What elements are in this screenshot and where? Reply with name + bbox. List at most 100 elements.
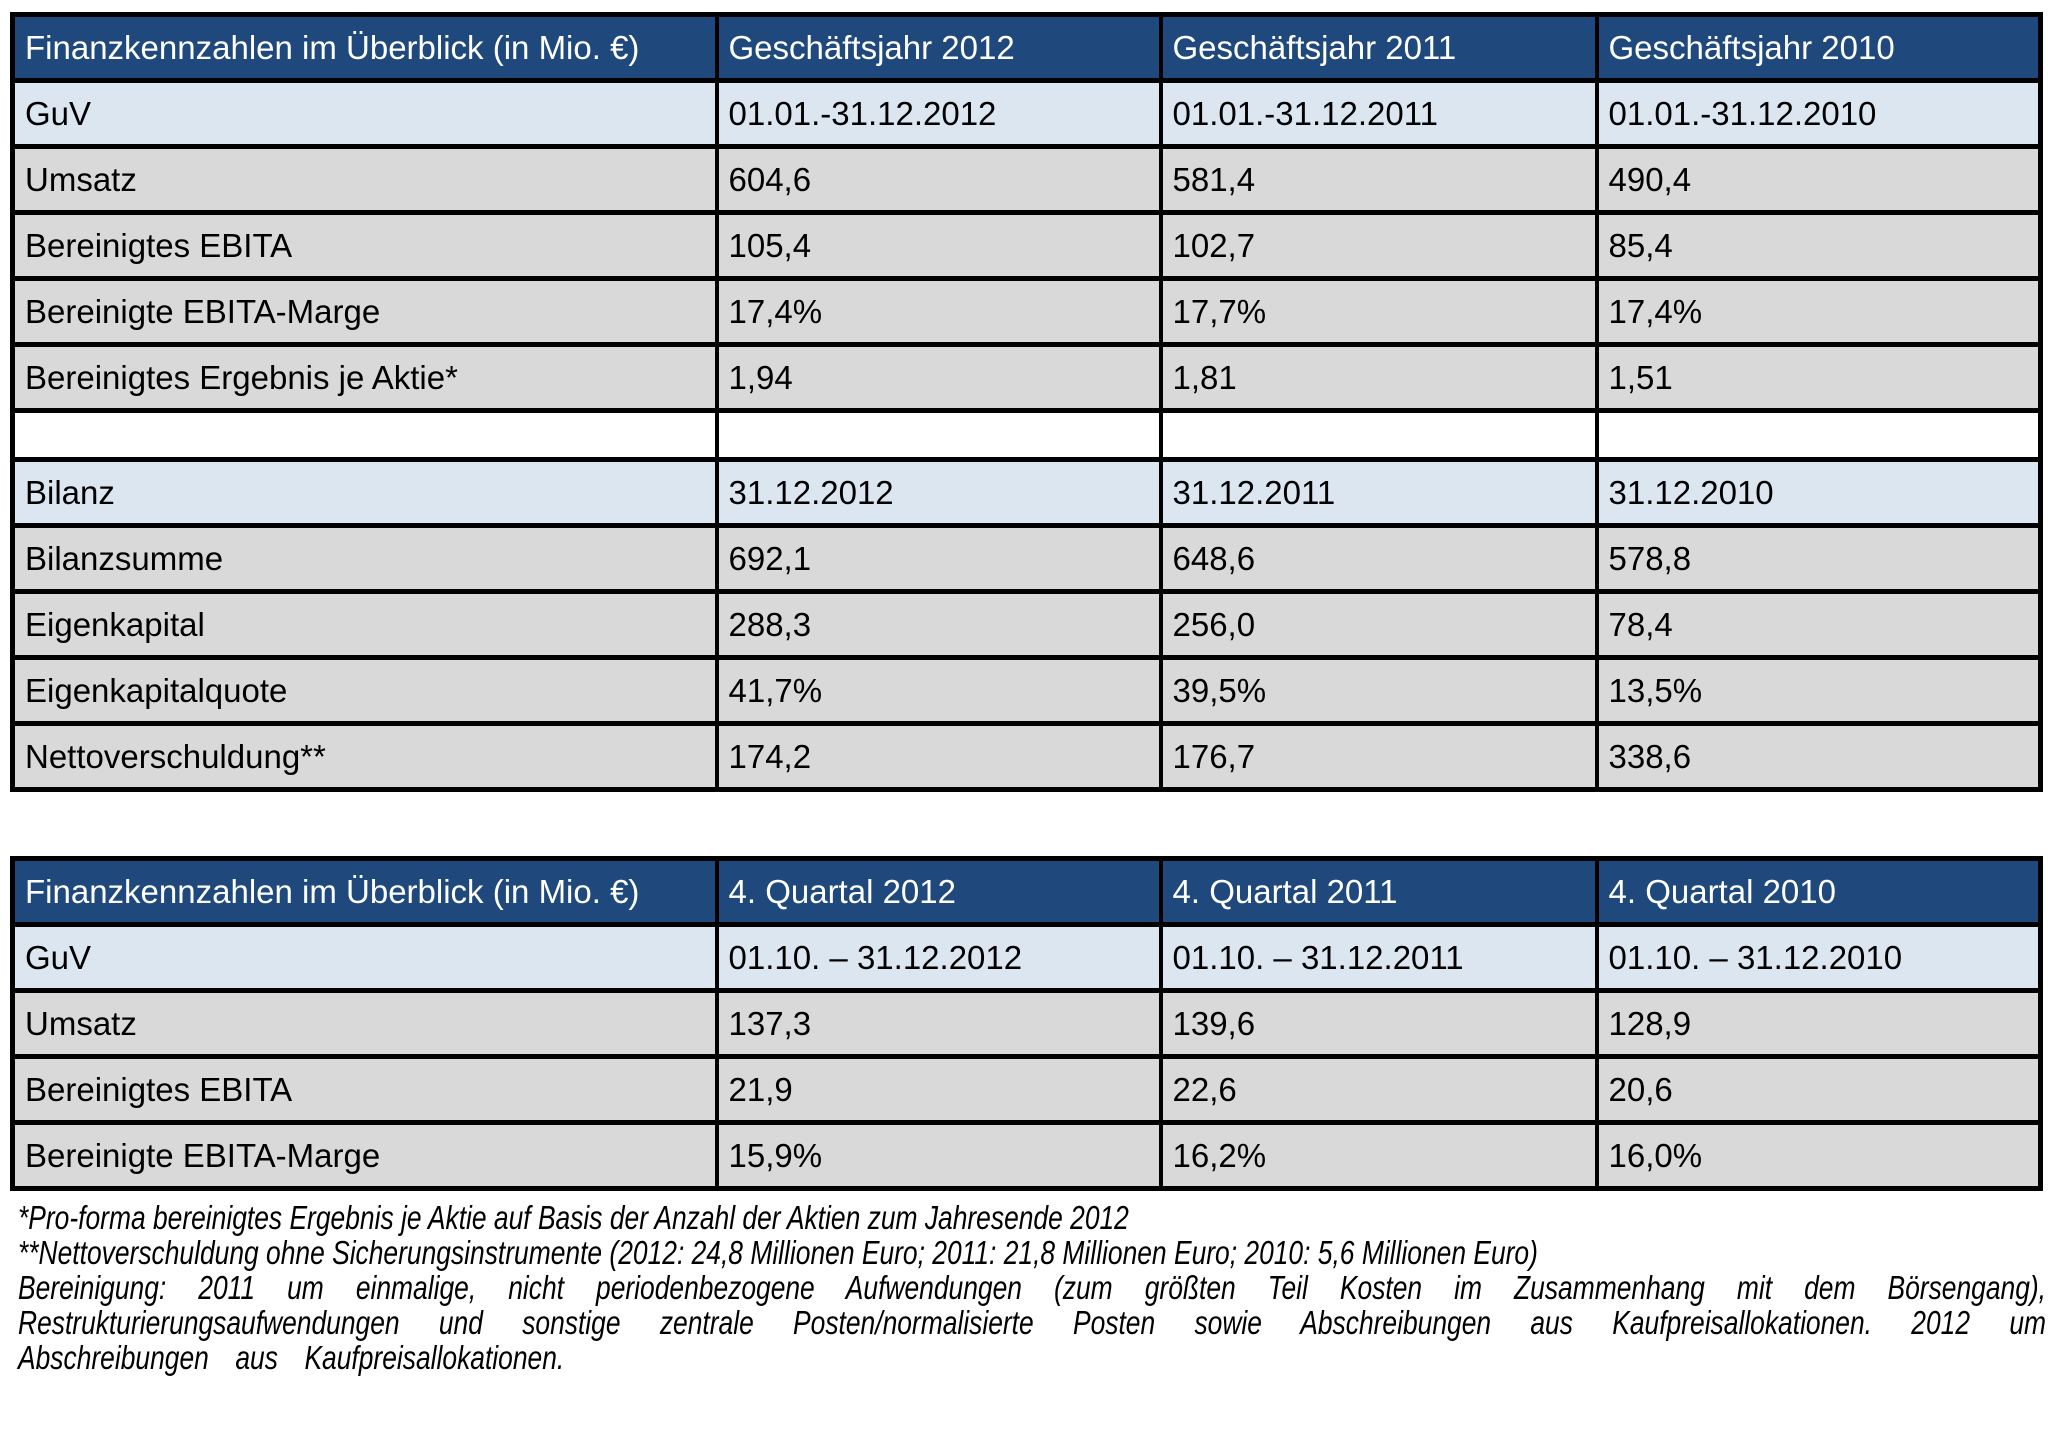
value-cell: 39,5% (1158, 655, 1599, 726)
value-cell: 692,1 (714, 523, 1163, 594)
cell-value: 692,1 (728, 539, 812, 577)
cell-value: 31.12.2011 (1172, 473, 1336, 511)
table-row-spacer (10, 408, 2043, 462)
cell-value: 1,51 (1608, 358, 1673, 396)
cell-value: 139,6 (1172, 1004, 1256, 1042)
value-cell: 01.10. – 31.12.2011 (1158, 922, 1599, 993)
quarterly-column-header-2012-label: 4. Quartal 2012 (728, 872, 957, 910)
cell-value: 490,4 (1608, 160, 1692, 198)
value-cell: 85,4 (1594, 210, 2043, 281)
value-cell: 105,4 (714, 210, 1163, 281)
value-cell: 22,6 (1158, 1054, 1599, 1125)
row-label: Bereinigte EBITA-Marge (25, 1136, 381, 1174)
cell-value: 174,2 (728, 737, 812, 775)
row-label-cell: Bereinigtes EBITA (10, 1054, 719, 1125)
cell-value: 22,6 (1172, 1070, 1237, 1108)
row-label: Umsatz (25, 160, 137, 198)
quarterly-table-title-cell: Finanzkennzahlen im Überblick (in Mio. €… (10, 856, 719, 927)
annual-table-title-cell: Finanzkennzahlen im Überblick (in Mio. €… (10, 12, 719, 83)
quarterly-column-header-2011-label: 4. Quartal 2011 (1172, 872, 1398, 910)
value-cell: 21,9 (714, 1054, 1163, 1125)
cell-value: 41,7% (728, 671, 823, 709)
cell-value: 137,3 (728, 1004, 812, 1042)
annual-figures-table: Finanzkennzahlen im Überblick (in Mio. €… (10, 12, 2043, 792)
value-cell: 31.12.2010 (1594, 457, 2043, 528)
cell-value: 39,5% (1172, 671, 1267, 709)
cell-value: 128,9 (1608, 1004, 1692, 1042)
row-label-cell: Nettoverschuldung** (10, 721, 719, 792)
row-label-cell: Umsatz (10, 988, 719, 1059)
cell-value: 17,7% (1172, 292, 1267, 330)
table-row-ebita-marge-quarterly: Bereinigte EBITA-Marge 15,9% 16,2% 16,0% (10, 1120, 2043, 1191)
row-label-cell: Bilanzsumme (10, 523, 719, 594)
footnotes: *Pro-forma bereinigtes Ergebnis je Aktie… (18, 1200, 2046, 1376)
cell-value: 17,4% (728, 292, 823, 330)
row-label: GuV (25, 938, 92, 976)
table-row-eigenkapital: Eigenkapital 288,3 256,0 78,4 (10, 589, 2043, 660)
cell-value: 31.12.2012 (728, 473, 894, 511)
cell-value: 15,9% (728, 1136, 823, 1174)
row-label-cell: Bereinigte EBITA-Marge (10, 276, 719, 347)
cell-value: 01.01.-31.12.2011 (1172, 94, 1438, 132)
cell-value: 17,4% (1608, 292, 1703, 330)
cell-value: 78,4 (1608, 605, 1673, 643)
footnote-nettoverschuldung: **Nettoverschuldung ohne Sicherungsinstr… (18, 1233, 1538, 1271)
cell-value: 21,9 (728, 1070, 793, 1108)
cell-value: 604,6 (728, 160, 812, 198)
value-cell: 139,6 (1158, 988, 1599, 1059)
value-cell: 31.12.2011 (1158, 457, 1599, 528)
cell-value: 581,4 (1172, 160, 1256, 198)
blank-cell (10, 408, 719, 462)
value-cell: 20,6 (1594, 1054, 2043, 1125)
cell-value: 578,8 (1608, 539, 1692, 577)
cell-value: 20,6 (1608, 1070, 1673, 1108)
blank-cell (1594, 408, 2043, 462)
table-row-bilanz: Bilanz 31.12.2012 31.12.2011 31.12.2010 (10, 457, 2043, 528)
value-cell: 1,94 (714, 342, 1163, 413)
table-row-nettoverschuldung: Nettoverschuldung** 174,2 176,7 338,6 (10, 721, 2043, 792)
cell-value: 1,81 (1172, 358, 1237, 396)
value-cell: 581,4 (1158, 144, 1599, 215)
value-cell: 13,5% (1594, 655, 2043, 726)
value-cell: 17,4% (1594, 276, 2043, 347)
value-cell: 604,6 (714, 144, 1163, 215)
cell-value: 01.10. – 31.12.2010 (1608, 938, 1903, 976)
row-label-cell: Eigenkapital (10, 589, 719, 660)
value-cell: 01.10. – 31.12.2010 (1594, 922, 2043, 993)
value-cell: 1,81 (1158, 342, 1599, 413)
value-cell: 16,0% (1594, 1120, 2043, 1191)
cell-value: 01.10. – 31.12.2012 (728, 938, 1023, 976)
row-label: Eigenkapitalquote (25, 671, 288, 709)
row-label: Bilanz (25, 473, 115, 511)
table-row-umsatz-quarterly: Umsatz 137,3 139,6 128,9 (10, 988, 2043, 1059)
annual-column-header-2011: Geschäftsjahr 2011 (1158, 12, 1599, 83)
annual-column-header-2010: Geschäftsjahr 2010 (1594, 12, 2043, 83)
annual-column-header-2012-label: Geschäftsjahr 2012 (728, 28, 1015, 66)
value-cell: 137,3 (714, 988, 1163, 1059)
table-row-bilanzsumme: Bilanzsumme 692,1 648,6 578,8 (10, 523, 2043, 594)
value-cell: 16,2% (1158, 1120, 1599, 1191)
blank-cell (714, 408, 1163, 462)
value-cell: 01.10. – 31.12.2012 (714, 922, 1163, 993)
row-label-cell: Bereinigtes EBITA (10, 210, 719, 281)
cell-value: 1,94 (728, 358, 793, 396)
row-label-cell: Umsatz (10, 144, 719, 215)
table-row-guv-quarterly: GuV 01.10. – 31.12.2012 01.10. – 31.12.2… (10, 922, 2043, 993)
row-label: Umsatz (25, 1004, 137, 1042)
value-cell: 102,7 (1158, 210, 1599, 281)
row-label-cell: Eigenkapitalquote (10, 655, 719, 726)
quarterly-column-header-2010-label: 4. Quartal 2010 (1608, 872, 1837, 910)
annual-table-header-row: Finanzkennzahlen im Überblick (in Mio. €… (10, 12, 2043, 83)
value-cell: 78,4 (1594, 589, 2043, 660)
value-cell: 490,4 (1594, 144, 2043, 215)
value-cell: 578,8 (1594, 523, 2043, 594)
annual-column-header-2010-label: Geschäftsjahr 2010 (1608, 28, 1895, 66)
footnote-bereinigung-paragraph: Bereinigung: 2011 um einmalige, nicht pe… (18, 1268, 2046, 1376)
cell-value: 105,4 (728, 226, 812, 264)
table-row-bereinigtes-ebita: Bereinigtes EBITA 105,4 102,7 85,4 (10, 210, 2043, 281)
cell-value: 256,0 (1172, 605, 1256, 643)
value-cell: 41,7% (714, 655, 1163, 726)
quarterly-column-header-2010: 4. Quartal 2010 (1594, 856, 2043, 927)
quarterly-table-title: Finanzkennzahlen im Überblick (in Mio. €… (25, 872, 640, 910)
